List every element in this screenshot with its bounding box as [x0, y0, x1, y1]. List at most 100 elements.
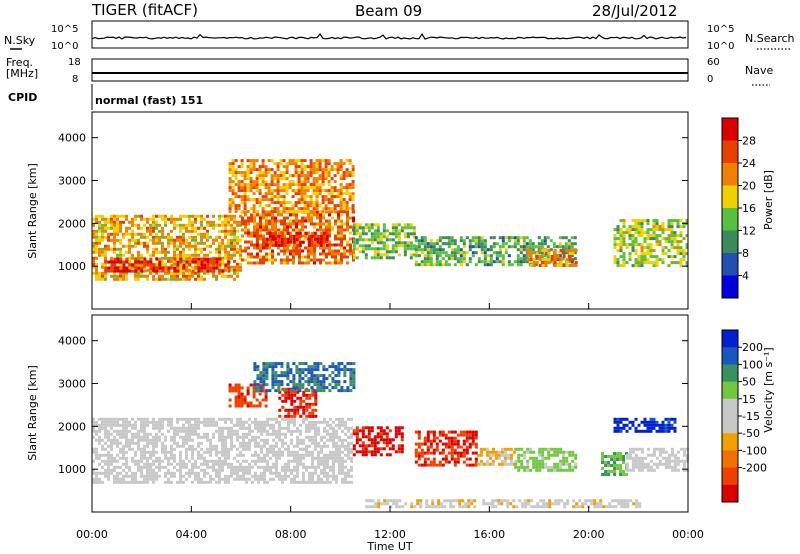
heatmap-cell	[107, 232, 110, 236]
heatmap-cell	[337, 225, 340, 229]
heatmap-cell	[240, 183, 244, 187]
heatmap-cell	[480, 251, 484, 255]
heatmap-cell	[340, 231, 343, 235]
heatmap-cell	[507, 245, 511, 249]
heatmap-cell	[643, 456, 647, 460]
heatmap-cell	[310, 234, 314, 238]
heatmap-cell	[298, 255, 301, 259]
heatmap-cell	[282, 198, 286, 202]
heatmap-cell	[182, 241, 185, 245]
heatmap-cell	[104, 471, 107, 475]
heatmap-cell	[269, 447, 272, 451]
heatmap-cell	[194, 426, 197, 430]
heatmap-cell	[116, 226, 119, 230]
heatmap-cell	[253, 261, 256, 265]
heatmap-cell	[337, 219, 340, 223]
heatmap-cell	[426, 248, 430, 252]
heatmap-cell	[293, 456, 296, 460]
heatmap-cell	[134, 214, 137, 218]
heatmap-cell	[125, 417, 128, 421]
heatmap-cell	[143, 417, 146, 421]
heatmap-cell	[239, 462, 242, 466]
heatmap-cell	[176, 274, 179, 278]
heatmap-cell	[228, 198, 232, 202]
heatmap-cell	[562, 453, 566, 457]
heatmap-cell	[658, 423, 662, 427]
heatmap-cell	[275, 450, 278, 454]
heatmap-cell	[122, 271, 125, 275]
heatmap-cell	[155, 271, 158, 275]
heatmap-cell	[119, 229, 122, 233]
heatmap-cell	[140, 447, 143, 451]
heatmap-cell	[164, 474, 167, 478]
heatmap-cell	[631, 423, 635, 427]
heatmap-cell	[482, 462, 486, 466]
heatmap-cell	[173, 266, 177, 270]
heatmap-cell	[155, 471, 158, 475]
heatmap-cell	[237, 189, 241, 193]
heatmap-cell	[304, 255, 307, 259]
colorbar-segment	[722, 163, 738, 186]
heatmap-cell	[308, 411, 312, 415]
heatmap-cell	[134, 432, 137, 436]
heatmap-cell	[349, 249, 352, 253]
heatmap-cell	[649, 261, 653, 265]
heatmap-cell	[352, 244, 356, 248]
heatmap-cell	[276, 162, 280, 166]
heatmap-cell	[468, 463, 472, 467]
heatmap-cell	[456, 245, 460, 249]
heatmap-cell	[664, 429, 668, 433]
heatmap-cell	[525, 242, 529, 246]
heatmap-cell	[661, 237, 665, 241]
heatmap-cell	[188, 235, 191, 239]
heatmap-cell	[239, 223, 242, 227]
heatmap-cell	[110, 266, 114, 270]
heatmap-cell	[573, 251, 577, 255]
heatmap-cell	[325, 219, 328, 223]
heatmap-cell	[224, 217, 227, 221]
heatmap-cell	[212, 266, 216, 270]
heatmap-cell	[209, 266, 213, 270]
heatmap-cell	[188, 420, 191, 424]
heatmap-cell	[237, 195, 241, 199]
heatmap-cell	[317, 462, 320, 466]
heatmap-cell	[182, 238, 185, 242]
heatmap-cell	[167, 277, 170, 281]
heatmap-cell	[113, 247, 116, 251]
heatmap-cell	[414, 451, 418, 455]
heatmap-cell	[332, 438, 335, 442]
heatmap-cell	[149, 263, 153, 267]
heatmap-cell	[619, 426, 623, 430]
heatmap-cell	[185, 253, 188, 257]
heatmap-cell	[113, 220, 116, 224]
heatmap-cell	[194, 432, 197, 436]
heatmap-cell	[212, 423, 215, 427]
heatmap-cell	[537, 242, 541, 246]
heatmap-cell	[257, 429, 260, 433]
heatmap-cell	[113, 468, 116, 472]
heatmap-cell	[283, 243, 287, 247]
heatmap-cell	[164, 438, 167, 442]
heatmap-cell	[655, 429, 659, 433]
heatmap-cell	[667, 456, 671, 460]
heatmap-cell	[98, 426, 101, 430]
heatmap-cell	[342, 201, 346, 205]
heatmap-cell	[640, 447, 644, 451]
heatmap-cell	[252, 392, 256, 396]
heatmap-cell	[517, 456, 521, 460]
heatmap-cell	[137, 462, 140, 466]
heatmap-cell	[209, 235, 212, 239]
heatmap-cell	[270, 198, 274, 202]
heatmap-cell	[161, 450, 164, 454]
heatmap-cell	[299, 405, 303, 409]
heatmap-cell	[453, 257, 457, 261]
heatmap-cell	[275, 462, 278, 466]
heatmap-cell	[292, 252, 295, 256]
heatmap-cell	[667, 264, 671, 268]
heatmap-cell	[568, 255, 572, 258]
heatmap-cell	[453, 248, 457, 252]
heatmap-cell	[667, 240, 671, 244]
heatmap-cell	[474, 236, 478, 240]
heatmap-cell	[503, 456, 507, 460]
heatmap-cell	[240, 392, 244, 396]
